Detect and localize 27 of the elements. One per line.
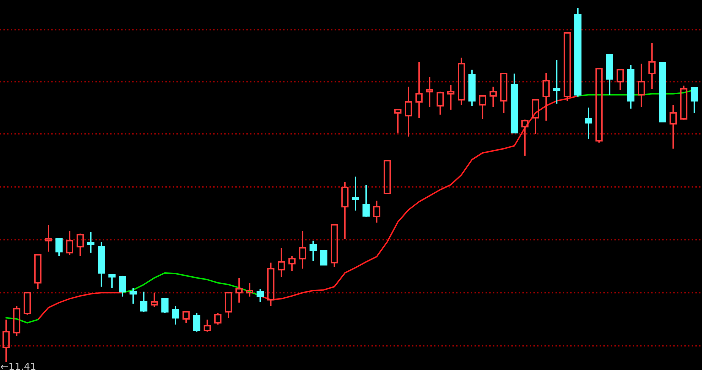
candlestick bbox=[87, 231, 95, 254]
candlestick bbox=[447, 84, 455, 111]
candlestick bbox=[416, 61, 423, 119]
candlestick bbox=[236, 277, 243, 304]
candlestick bbox=[585, 107, 592, 140]
candlestick bbox=[278, 247, 286, 278]
candlestick bbox=[458, 57, 466, 106]
candlestick bbox=[246, 282, 254, 298]
text: ←11.41 bbox=[1, 363, 36, 370]
candlestick bbox=[172, 305, 180, 326]
candlestick bbox=[627, 64, 635, 110]
candlestick bbox=[299, 230, 306, 270]
candlestick bbox=[2, 319, 10, 362]
candlestick bbox=[542, 72, 550, 122]
candlestick bbox=[98, 241, 106, 288]
candlestick bbox=[352, 176, 360, 212]
candlestick bbox=[648, 42, 656, 90]
candlestick bbox=[426, 76, 434, 108]
candlestick bbox=[342, 181, 349, 240]
candlestick bbox=[373, 200, 381, 224]
candlestick bbox=[267, 262, 275, 307]
candlestick bbox=[405, 86, 412, 138]
candlestick bbox=[638, 63, 646, 108]
candlestick bbox=[553, 59, 561, 105]
candlestick bbox=[288, 255, 296, 272]
candlestick bbox=[670, 104, 678, 150]
candlestick bbox=[45, 224, 52, 253]
